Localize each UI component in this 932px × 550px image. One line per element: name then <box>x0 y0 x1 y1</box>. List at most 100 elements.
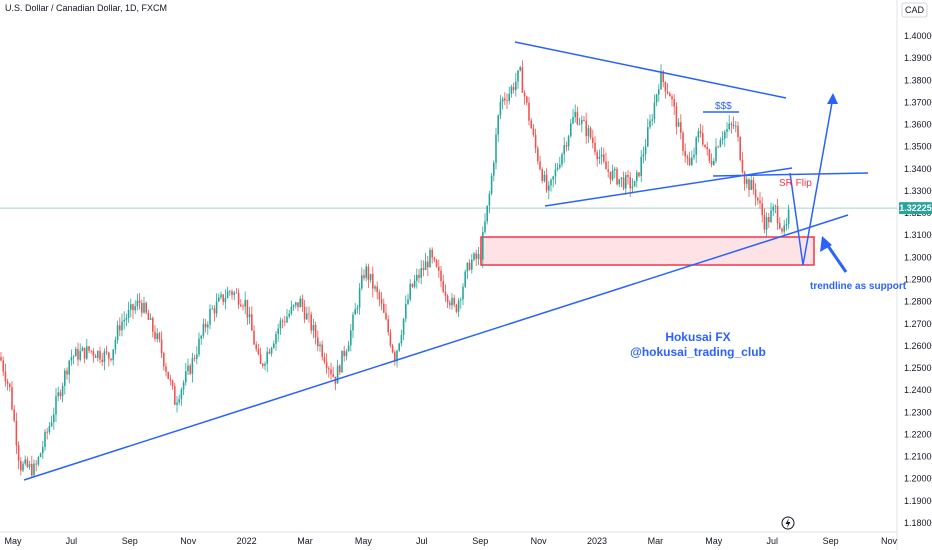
candle-body <box>504 98 506 101</box>
candle-body <box>526 96 528 103</box>
candle-body <box>97 351 99 358</box>
candle-body <box>671 96 673 100</box>
candle-body <box>451 297 453 306</box>
candle-body <box>372 273 374 289</box>
candle-body <box>455 304 458 312</box>
candle-body <box>15 420 18 446</box>
candle-body <box>68 360 70 375</box>
candle-body <box>204 323 207 328</box>
candle-body <box>356 307 359 310</box>
candle-body <box>501 98 504 102</box>
candle-body <box>704 144 706 147</box>
candle-body <box>209 308 211 325</box>
candle-body <box>411 283 414 287</box>
candle-body <box>552 176 554 180</box>
time-axis[interactable]: May Jul Sep Nov 2022 Mar May Jul Sep Nov 2023 Mar Ma… <box>4 536 897 546</box>
price-tick: 1.38000 <box>904 75 932 85</box>
lightning-circle-icon[interactable] <box>781 516 795 530</box>
candle-body <box>303 306 306 320</box>
candle-body <box>336 365 339 384</box>
candle-body <box>783 225 785 232</box>
candle-body <box>310 314 312 331</box>
candle-body <box>145 302 147 313</box>
pointer-arrowhead <box>820 236 832 252</box>
time-tick: Nov <box>531 536 548 546</box>
candle-body <box>587 128 590 137</box>
candle-body <box>134 306 136 311</box>
candle-body <box>6 381 9 384</box>
time-tick: 2022 <box>237 536 257 546</box>
candle-body <box>123 319 125 322</box>
candle-body <box>277 328 279 334</box>
candle-body <box>376 286 378 293</box>
candle-body <box>281 320 284 322</box>
candle-body <box>554 169 557 177</box>
currency-badge-label: CAD <box>905 5 925 15</box>
candle-body <box>365 266 367 278</box>
candle-body <box>11 387 13 410</box>
candle-body <box>537 148 539 162</box>
candle-body <box>200 335 202 339</box>
support-zone[interactable] <box>480 236 815 266</box>
price-tick: 1.18000 <box>904 518 932 528</box>
candle-body <box>592 137 594 143</box>
candle-body <box>517 70 519 82</box>
candle-body <box>99 351 101 360</box>
time-tick: May <box>355 536 373 546</box>
candle-body <box>229 291 231 293</box>
candle-body <box>710 160 713 165</box>
candle-body <box>385 312 387 320</box>
candle-body <box>22 463 24 471</box>
last-price-value: 1.32225 <box>899 203 932 213</box>
candle-body <box>776 205 779 224</box>
candle-body <box>706 146 708 150</box>
candle-body <box>251 314 253 331</box>
liquidity-label: $$$ <box>715 101 732 112</box>
candle-body <box>141 302 143 313</box>
candle-body <box>301 298 304 307</box>
candle-body <box>394 352 396 362</box>
candle-body <box>174 386 176 405</box>
candle-body <box>242 306 244 308</box>
candle-body <box>609 171 612 180</box>
candle-body <box>774 205 777 207</box>
price-axis[interactable]: 1.40000 1.39000 1.38000 1.37000 1.36000 1.350… <box>904 31 932 528</box>
candle-body <box>680 122 682 133</box>
candle-body <box>26 459 29 467</box>
candle-body <box>563 145 565 155</box>
candle-body <box>237 292 240 305</box>
candle-body <box>125 317 128 320</box>
time-tick: Nov <box>180 536 197 546</box>
candle-body <box>510 86 513 94</box>
price-tick: 1.31000 <box>904 230 932 240</box>
lower-triangle-trendline[interactable] <box>544 167 793 207</box>
candle-body <box>600 154 603 157</box>
candle-body <box>213 308 216 314</box>
currency-badge[interactable]: CAD <box>901 2 928 18</box>
candle-body <box>629 177 631 189</box>
price-tick: 1.27000 <box>904 319 932 329</box>
ascending-support-trendline[interactable] <box>23 214 849 481</box>
price-tick: 1.25000 <box>904 363 932 373</box>
candle-body <box>220 294 222 298</box>
candle-body <box>559 164 561 168</box>
candle-body <box>400 334 403 344</box>
candle-body <box>596 152 598 160</box>
projected-path[interactable] <box>789 96 834 266</box>
price-tick: 1.37000 <box>904 97 932 107</box>
currency-badge-box <box>901 2 928 18</box>
candle-body <box>548 185 550 191</box>
candle-body <box>675 106 678 127</box>
candle-body <box>754 189 757 198</box>
candle-body <box>94 355 97 358</box>
candle-body <box>108 352 110 359</box>
candle-body <box>746 179 748 184</box>
candle-body <box>37 456 40 465</box>
candle-body <box>286 316 288 323</box>
candle-body <box>297 302 299 308</box>
upper-triangle-trendline[interactable] <box>514 41 787 99</box>
candle-body <box>466 262 469 272</box>
candle-body <box>306 313 308 320</box>
candle-body <box>640 156 642 177</box>
